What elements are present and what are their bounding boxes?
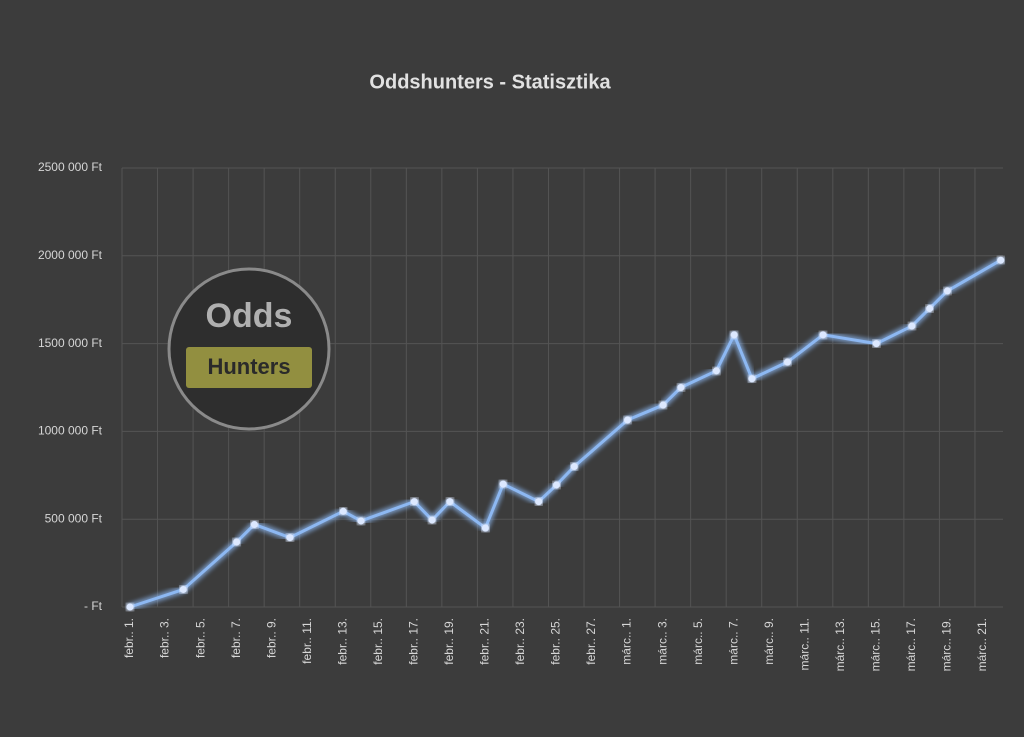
point (730, 331, 738, 339)
line-segment (750, 360, 789, 381)
point (624, 416, 632, 424)
point (943, 287, 951, 295)
x-tick-label: márc.. 1. (620, 618, 634, 665)
x-tick-label: febr.. 5. (193, 618, 207, 658)
point (499, 480, 507, 488)
line-segment (128, 587, 185, 609)
point (748, 375, 756, 383)
point (659, 401, 667, 409)
line-segment (448, 500, 487, 530)
line-segment (252, 522, 292, 540)
line-segment (732, 333, 754, 381)
point (872, 340, 880, 348)
line-segment (359, 500, 416, 523)
y-tick-label: - Ft (84, 599, 103, 613)
logo-text: Hunters (207, 354, 290, 379)
point (783, 358, 791, 366)
logo: Odds Hunters (167, 267, 331, 431)
x-tick-label: márc.. 13. (833, 618, 847, 671)
point (819, 331, 827, 339)
line-segment (874, 324, 914, 346)
y-tick-label: 1000 000 Ft (38, 424, 103, 438)
y-tick-label: 2000 000 Ft (38, 248, 103, 262)
line-segment (181, 540, 239, 591)
line-segment (412, 500, 434, 522)
x-tick-label: febr.. 21. (478, 618, 492, 665)
y-tick-label: 500 000 Ft (45, 511, 103, 525)
point (535, 498, 543, 506)
point (357, 517, 365, 525)
x-tick-label: febr.. 19. (442, 618, 456, 665)
line-segment (430, 500, 452, 522)
point (997, 256, 1005, 264)
x-tick-label: márc.. 11. (797, 618, 811, 670)
line-segment (288, 509, 345, 540)
line-segment (945, 258, 1003, 293)
line-segment (679, 369, 718, 389)
point (908, 322, 916, 330)
point (481, 524, 489, 532)
line-segment (537, 483, 558, 504)
point (926, 304, 934, 312)
x-tick-label: márc.. 9. (762, 618, 776, 665)
logo-box (186, 347, 312, 388)
line-segment (928, 289, 949, 310)
line-segment (910, 306, 932, 328)
line-segment (821, 333, 878, 346)
line-segment (626, 403, 665, 422)
x-tick-label: márc.. 19. (940, 618, 954, 671)
point (570, 463, 578, 471)
line-segment (714, 333, 736, 373)
line-segment (554, 465, 576, 487)
x-tick-label: febr.. 15. (371, 618, 385, 665)
line-segment (785, 333, 825, 364)
point (410, 498, 418, 506)
x-tick-label: febr.. 7. (229, 618, 243, 658)
x-tick-label: márc.. 5. (691, 618, 705, 665)
point (428, 516, 436, 524)
x-tick-label: febr.. 27. (584, 618, 598, 665)
line-segment (501, 482, 541, 504)
x-tick-label: márc.. 17. (904, 618, 918, 671)
line-segment (661, 386, 683, 407)
x-tick-label: febr.. 23. (513, 618, 527, 665)
line-segment (235, 522, 256, 544)
line-segment (483, 482, 505, 530)
point (446, 498, 454, 506)
point (126, 603, 134, 611)
point (179, 585, 187, 593)
y-tick-label: 2500 000 Ft (38, 160, 103, 174)
x-tick-label: márc.. 3. (655, 618, 669, 665)
point (233, 538, 241, 546)
chart-title: Oddshunters - Statisztika (369, 71, 611, 93)
point (552, 481, 560, 489)
x-tick-label: febr.. 13. (335, 618, 349, 665)
x-tick-label: márc.. 21. (975, 618, 989, 671)
x-tick-label: febr.. 17. (406, 618, 420, 665)
point (286, 534, 294, 542)
point (339, 507, 347, 515)
x-tick-label: febr.. 9. (264, 618, 278, 658)
point (712, 367, 720, 375)
x-tick-label: febr.. 1. (122, 618, 136, 658)
x-tick-label: febr.. 3. (158, 618, 172, 658)
y-tick-label: 1500 000 Ft (38, 336, 103, 350)
point (677, 384, 685, 391)
plot (126, 256, 1005, 611)
x-tick-label: márc.. 15. (869, 618, 883, 671)
line-segment (572, 418, 630, 469)
x-tick-label: febr.. 25. (549, 618, 563, 665)
point (250, 520, 258, 528)
x-tick-label: márc.. 7. (726, 618, 740, 665)
logo-text: Odds (206, 297, 293, 335)
x-tick-label: febr.. 11. (300, 618, 314, 664)
